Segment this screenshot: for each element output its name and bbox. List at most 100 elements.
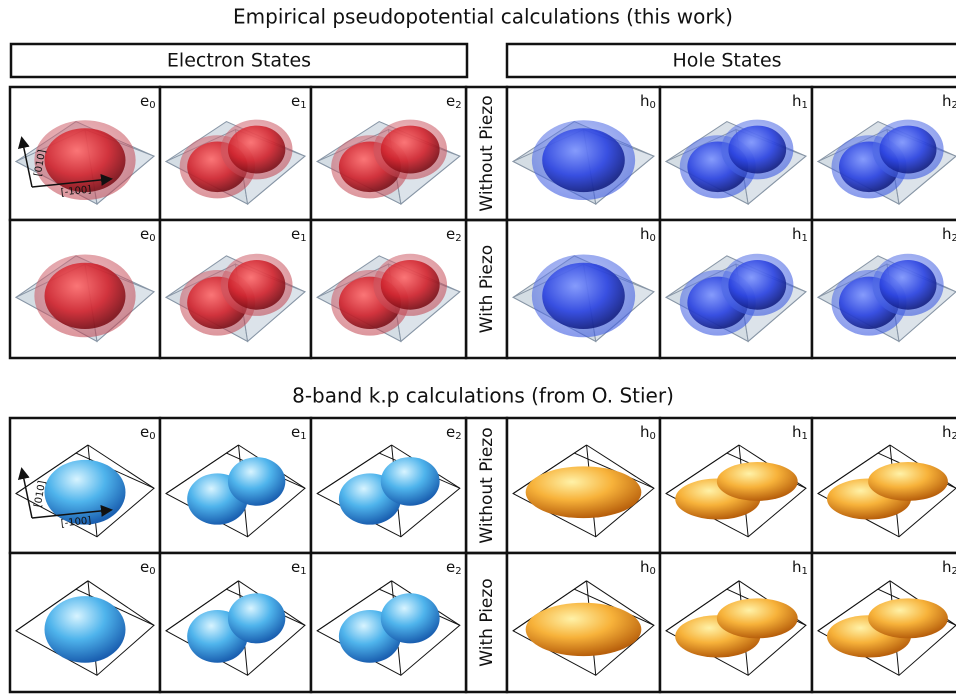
panel: e2 [311,87,466,220]
panel-letter: e [446,423,455,441]
panel: e2 [311,220,466,358]
bottom-title: 8-band k.p calculations (from O. Stier) [292,384,674,408]
iso-surface [526,603,642,656]
panel-index: 0 [650,431,656,442]
panel: e0[010][-100] [10,87,160,220]
panel-letter: e [446,92,455,110]
panel-index: 2 [455,233,461,244]
iso-surface [880,260,937,310]
iso-surface [728,126,786,174]
panel-letter: h [942,225,952,243]
iso-surface [728,260,786,310]
panel-index: 0 [149,431,155,442]
iso-surface [542,128,625,192]
panel-index: 0 [650,233,656,244]
panel: h2 [812,418,956,553]
panel-index: 1 [300,100,306,111]
panel-index: 0 [149,566,155,577]
panel-letter: e [291,225,300,243]
iso-surface [717,598,798,638]
iso-surface [526,466,642,518]
iso-surface [868,462,948,501]
iso-surface [381,593,440,643]
panel-index: 2 [455,431,461,442]
panel: h2 [812,87,956,220]
iso-surface [717,462,798,501]
panel-letter: h [792,558,802,576]
panel-letter: e [446,558,455,576]
panel: h2 [812,553,956,692]
panel-letter: h [942,92,952,110]
panel-letter: e [140,225,149,243]
panel-letter: e [291,423,300,441]
iso-surface [880,126,937,174]
panel-index: 1 [802,431,808,442]
panel-letter: h [640,558,650,576]
panel: h1 [660,220,812,358]
panel-index: 2 [455,566,461,577]
panel: e2 [311,418,466,553]
panel-letter: h [640,423,650,441]
panel-letter: e [291,92,300,110]
row-label: With Piezo [477,245,497,333]
panel-index: 2 [455,100,461,111]
panel: e1 [160,220,311,358]
top-title: Empirical pseudopotential calculations (… [233,5,733,29]
panel: e0[010][-100] [10,418,160,553]
panel-letter: e [140,558,149,576]
panel-index: 1 [300,566,306,577]
iso-surface [381,126,440,174]
panel-letter: h [792,92,802,110]
panel-index: 0 [149,233,155,244]
iso-surface [542,263,625,329]
panel-letter: h [942,423,952,441]
panel-letter: h [792,423,802,441]
panel: e2 [311,553,466,692]
panel-letter: e [140,92,149,110]
panel: e0 [10,553,160,692]
panel: e0 [10,220,160,358]
iso-surface [868,598,948,638]
panel-index: 0 [650,566,656,577]
panel-index: 1 [802,566,808,577]
panel-index: 0 [650,100,656,111]
panel: h0 [507,418,660,553]
panel: h1 [660,418,812,553]
panel: h2 [812,220,956,358]
iso-surface [228,593,285,643]
panel-index: 2 [952,233,956,244]
panel-index: 2 [952,100,956,111]
panel-index: 1 [300,431,306,442]
panel: h0 [507,87,660,220]
panel-letter: e [446,225,455,243]
panel: h0 [507,220,660,358]
panel-letter: h [640,225,650,243]
panel-letter: h [942,558,952,576]
row-label: Without Piezo [477,427,497,543]
iso-surface [228,457,285,506]
iso-surface [381,260,440,310]
iso-surface [45,263,126,329]
panel: e1 [160,418,311,553]
row-label: With Piezo [477,578,497,666]
iso-surface [228,260,285,310]
iso-surface [381,457,440,506]
iso-surface [45,596,126,663]
panel-index: 0 [149,100,155,111]
panel: e1 [160,87,311,220]
iso-surface [228,126,285,174]
panel-index: 2 [952,431,956,442]
panel-index: 1 [802,100,808,111]
panel-letter: e [140,423,149,441]
panel-letter: h [792,225,802,243]
iso-surface [45,128,126,192]
panel: h1 [660,87,812,220]
panel-index: 1 [300,233,306,244]
panel-index: 1 [802,233,808,244]
header: Electron States [167,50,311,72]
panel: h0 [507,553,660,692]
header: Hole States [672,50,781,72]
panel: e1 [160,553,311,692]
panel-letter: e [291,558,300,576]
panel: h1 [660,553,812,692]
